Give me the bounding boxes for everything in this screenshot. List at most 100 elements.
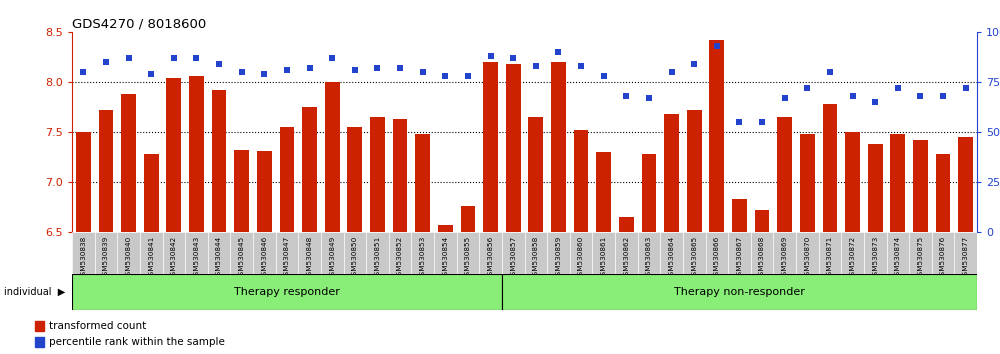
Bar	[890, 134, 905, 232]
Bar	[321, 232, 344, 274]
Point	[256, 71, 272, 77]
Bar	[434, 232, 457, 274]
Bar	[76, 132, 91, 232]
Bar	[954, 232, 977, 274]
Bar	[347, 127, 362, 232]
Text: GSM530859: GSM530859	[555, 235, 561, 280]
Text: GSM530862: GSM530862	[623, 235, 629, 280]
Text: GSM530870: GSM530870	[804, 235, 810, 280]
Point	[437, 73, 453, 79]
Bar	[728, 232, 751, 274]
Bar	[99, 110, 113, 232]
Bar	[366, 232, 389, 274]
Bar	[144, 154, 159, 232]
Bar	[551, 62, 566, 232]
Bar	[887, 232, 909, 274]
Text: GSM530875: GSM530875	[917, 235, 923, 280]
Bar	[800, 134, 815, 232]
Point	[618, 93, 634, 99]
Bar	[751, 232, 773, 274]
Bar	[615, 232, 638, 274]
Bar	[457, 232, 479, 274]
Bar	[819, 232, 841, 274]
Bar	[592, 232, 615, 274]
Text: GSM530852: GSM530852	[397, 235, 403, 280]
Point	[211, 61, 227, 67]
Point	[958, 85, 974, 91]
Point	[731, 119, 747, 125]
Point	[460, 73, 476, 79]
Point	[369, 65, 385, 71]
Bar	[958, 137, 973, 232]
Text: GSM530860: GSM530860	[578, 235, 584, 280]
Bar	[344, 232, 366, 274]
Text: GSM530864: GSM530864	[669, 235, 675, 280]
Bar	[506, 64, 521, 232]
Bar	[72, 232, 95, 274]
Point	[166, 55, 182, 61]
Text: GSM530842: GSM530842	[171, 235, 177, 280]
Point	[302, 65, 318, 71]
Bar	[479, 232, 502, 274]
Text: GSM530849: GSM530849	[329, 235, 335, 280]
Point	[709, 43, 725, 49]
Point	[573, 63, 589, 69]
Bar	[864, 232, 887, 274]
Text: GSM530867: GSM530867	[736, 235, 742, 280]
Bar	[868, 144, 883, 232]
Point	[528, 63, 544, 69]
Bar	[208, 232, 230, 274]
Bar	[280, 127, 294, 232]
Text: GSM530844: GSM530844	[216, 235, 222, 280]
Bar	[411, 232, 434, 274]
Bar	[35, 321, 44, 331]
Bar	[370, 117, 385, 232]
Bar	[777, 117, 792, 232]
Bar	[185, 232, 208, 274]
Bar	[547, 232, 570, 274]
Point	[188, 55, 204, 61]
Text: Therapy non-responder: Therapy non-responder	[674, 287, 805, 297]
Bar	[72, 274, 502, 310]
Bar	[502, 232, 524, 274]
Bar	[162, 232, 185, 274]
Text: GSM530873: GSM530873	[872, 235, 878, 280]
Bar	[189, 76, 204, 232]
Text: GSM530872: GSM530872	[850, 235, 856, 280]
Bar	[755, 210, 769, 232]
Text: GSM530854: GSM530854	[442, 235, 448, 280]
Bar	[393, 119, 407, 232]
Bar	[95, 232, 117, 274]
Bar	[773, 232, 796, 274]
Text: GSM530843: GSM530843	[193, 235, 199, 280]
Bar	[936, 154, 950, 232]
Point	[890, 85, 906, 91]
Bar	[823, 104, 837, 232]
Text: GSM530874: GSM530874	[895, 235, 901, 280]
Bar	[841, 232, 864, 274]
Point	[867, 99, 883, 105]
Text: GSM530858: GSM530858	[533, 235, 539, 280]
Bar	[483, 62, 498, 232]
Text: GSM530855: GSM530855	[465, 235, 471, 280]
Bar	[660, 232, 683, 274]
Text: percentile rank within the sample: percentile rank within the sample	[49, 337, 225, 347]
Bar	[619, 217, 634, 232]
Point	[121, 55, 137, 61]
Point	[98, 59, 114, 65]
Point	[347, 67, 363, 73]
Bar	[302, 107, 317, 232]
Point	[392, 65, 408, 71]
Point	[596, 73, 612, 79]
Bar	[913, 140, 928, 232]
Text: GSM530866: GSM530866	[714, 235, 720, 280]
Bar	[234, 150, 249, 232]
Bar	[325, 82, 340, 232]
Bar	[570, 232, 592, 274]
Text: individual  ▶: individual ▶	[4, 287, 65, 297]
Text: GSM530845: GSM530845	[239, 235, 245, 280]
Point	[143, 71, 159, 77]
Bar	[796, 232, 819, 274]
Bar	[35, 337, 44, 347]
Bar	[524, 232, 547, 274]
